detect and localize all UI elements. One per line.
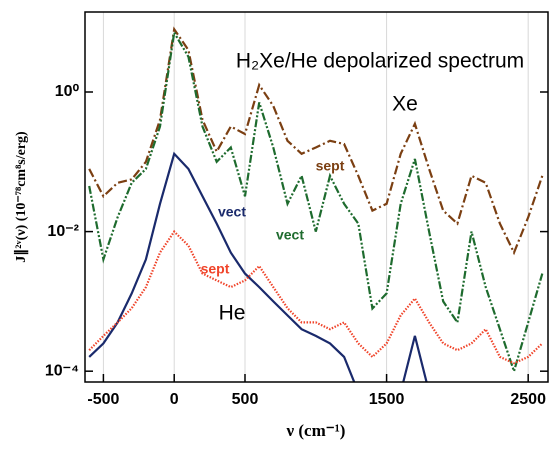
x-tick-label: 500 xyxy=(232,391,259,408)
series-label: sept xyxy=(316,158,345,174)
x-tick-label: 0 xyxy=(170,391,179,408)
y-tick-label: 10⁻⁴ xyxy=(45,362,79,379)
annotation: He xyxy=(219,302,246,325)
y-tick-label: 10⁻² xyxy=(47,223,79,240)
x-tick-label: 1500 xyxy=(369,391,405,408)
annotation: Xe xyxy=(392,93,418,116)
plot-frame xyxy=(84,11,549,383)
y-axis-label: J∥²ᵛ(ν) (10⁻⁷⁸cm⁸s/erg) xyxy=(13,131,29,263)
series-line xyxy=(88,151,428,382)
grid xyxy=(102,12,529,382)
x-tick-label: -500 xyxy=(87,391,119,408)
series-label: vect xyxy=(276,227,304,243)
series-label: vect xyxy=(218,204,246,220)
x-tick-label: 2500 xyxy=(510,391,546,408)
x-axis-label: ν (cm⁻¹) xyxy=(286,421,346,440)
series-line xyxy=(88,229,544,365)
series-line xyxy=(88,29,544,375)
series-label: sept xyxy=(201,261,230,277)
lines xyxy=(88,26,544,382)
chart-title: H₂Xe/He depolarized spectrum xyxy=(236,50,524,73)
y-tick-label: 10⁰ xyxy=(55,83,80,100)
series-line xyxy=(88,26,544,256)
